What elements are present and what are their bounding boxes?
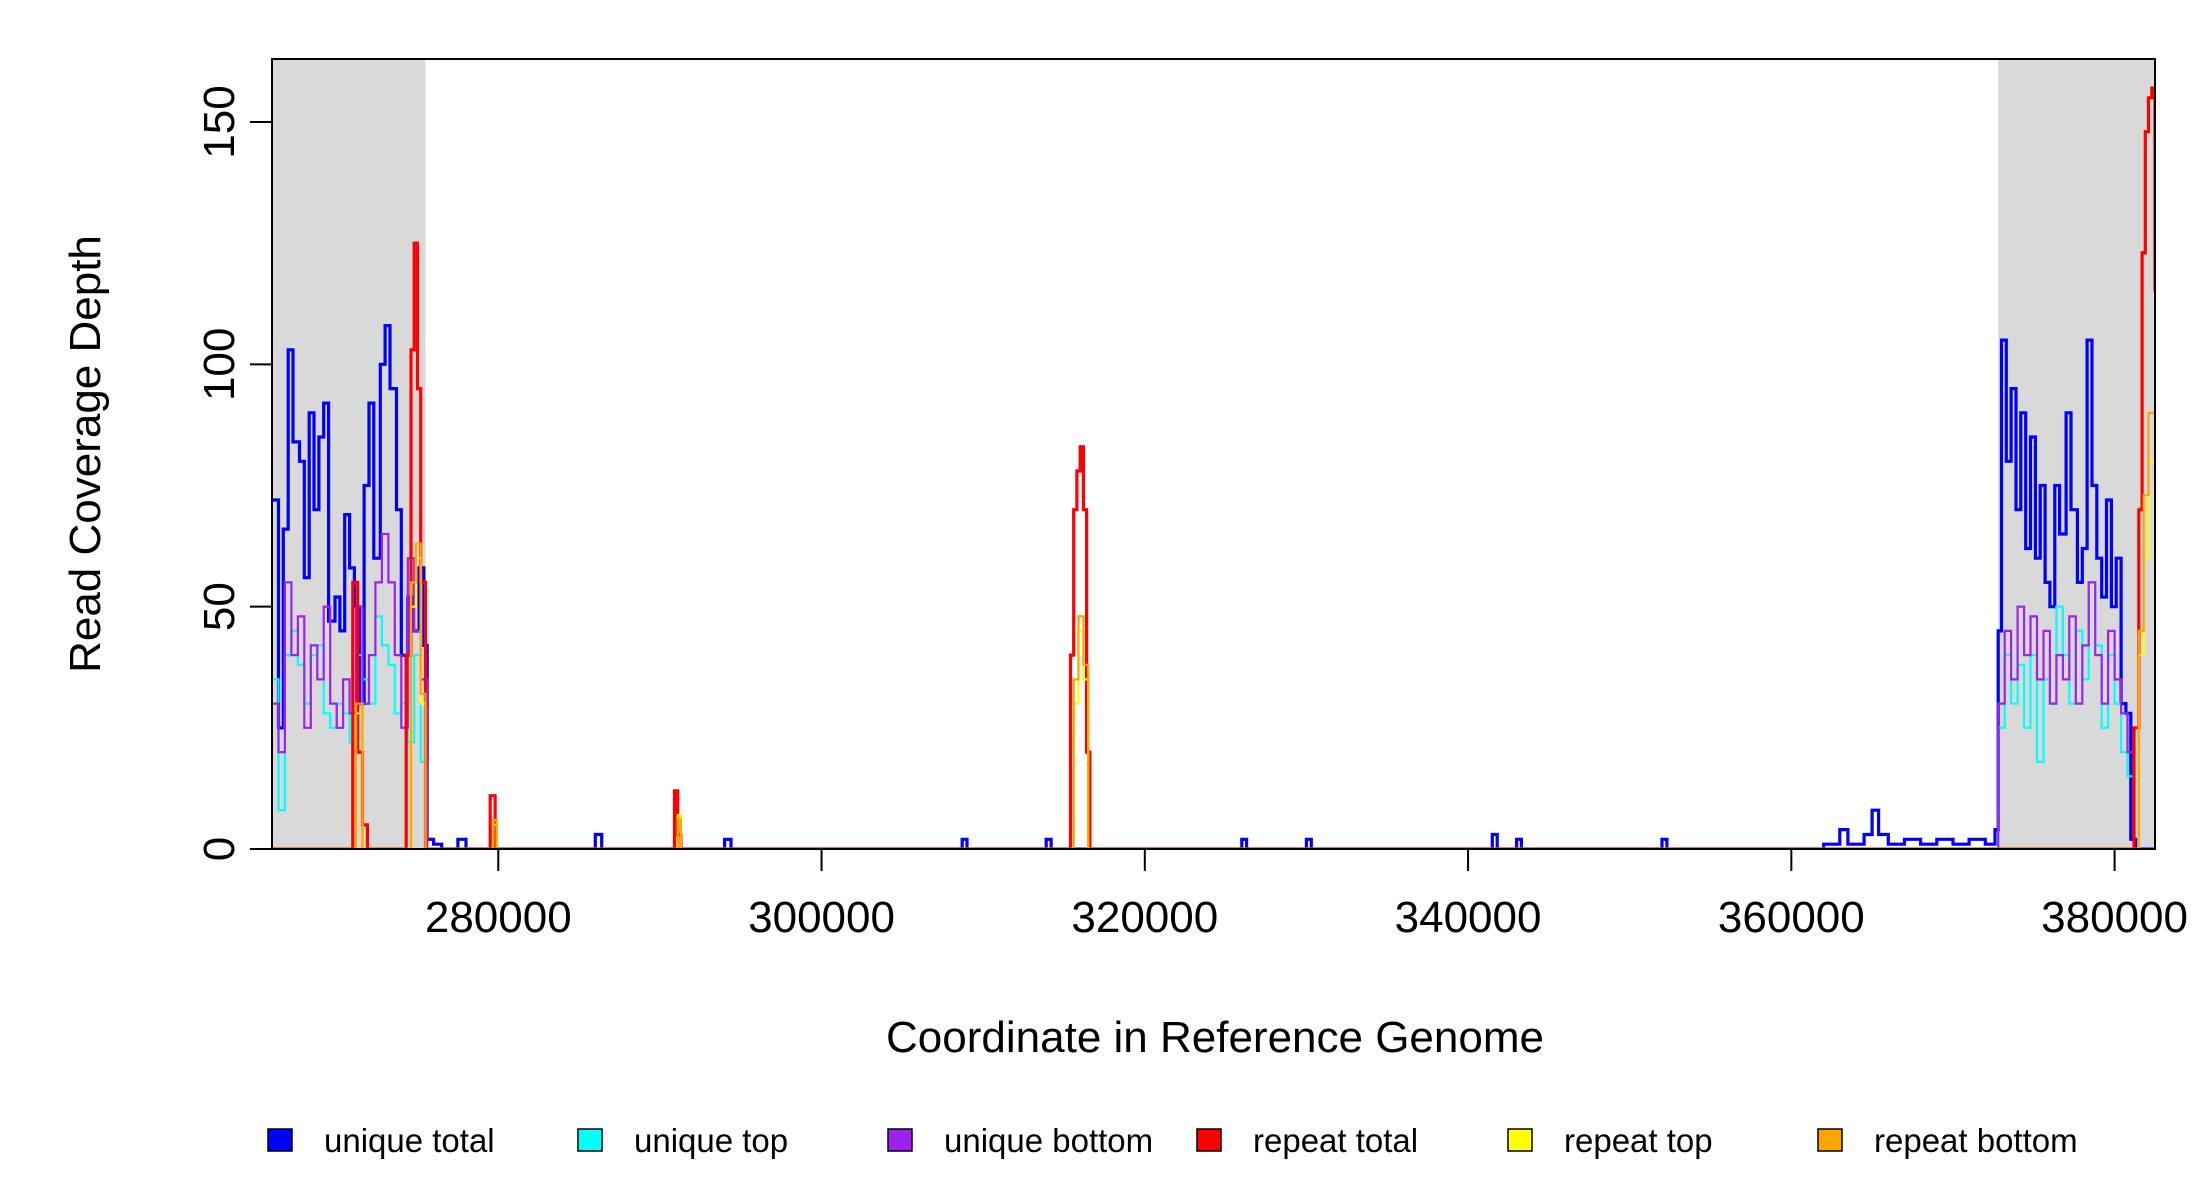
shaded-regions	[272, 59, 2155, 849]
x-tick-label: 320000	[1071, 893, 1218, 942]
legend: unique total unique top unique bottom repea…	[267, 1122, 2078, 1159]
series-repeat-bottom	[272, 411, 2155, 849]
series-repeat-total	[272, 86, 2155, 849]
y-axis-label: Read Coverage Depth	[61, 235, 110, 673]
x-tick-label: 380000	[2041, 893, 2188, 942]
legend-label-unique-bottom: unique bottom	[944, 1122, 1153, 1159]
legend-swatch-unique-total	[267, 1128, 293, 1152]
legend-swatch-unique-top	[577, 1128, 603, 1152]
legend-swatch-repeat-total	[1196, 1128, 1222, 1152]
x-tick-label: 360000	[1718, 893, 1865, 942]
legend-label-unique-top: unique top	[634, 1122, 788, 1159]
legend-label-repeat-bottom: repeat bottom	[1874, 1122, 2078, 1159]
y-tick-label: 0	[195, 837, 244, 861]
x-tick-label: 280000	[425, 893, 572, 942]
x-tick-label: 300000	[748, 893, 895, 942]
legend-swatch-repeat-bottom	[1817, 1128, 1843, 1152]
x-tick-label: 340000	[1395, 893, 1542, 942]
plot-frame	[271, 58, 2156, 850]
legend-label-repeat-top: repeat top	[1564, 1122, 1713, 1159]
legend-label-repeat-total: repeat total	[1253, 1122, 1418, 1159]
y-tick-label: 100	[195, 328, 244, 401]
series-unique-bottom	[272, 532, 2155, 849]
axes: 280000 300000 320000 340000 360000 380000 0 50 1…	[195, 85, 2188, 942]
legend-swatch-repeat-top	[1507, 1128, 1533, 1152]
y-tick-label: 150	[195, 85, 244, 158]
x-axis-label: Coordinate in Reference Genome	[886, 1013, 1544, 1062]
data-series	[272, 86, 2155, 849]
series-repeat-top	[272, 460, 2155, 849]
series-unique-total	[272, 324, 2155, 849]
legend-label-unique-total: unique total	[324, 1122, 495, 1159]
y-tick-label: 50	[195, 582, 244, 631]
legend-swatch-unique-bottom	[887, 1128, 913, 1152]
